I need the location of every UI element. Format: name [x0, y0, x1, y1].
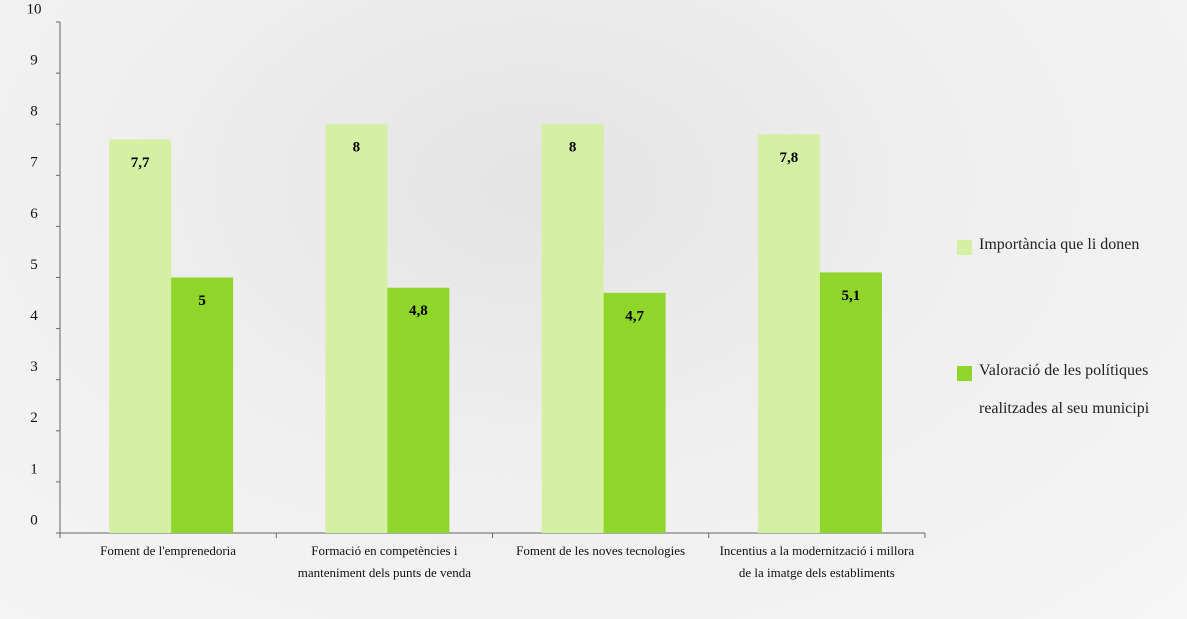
value-label: 8: [569, 140, 577, 156]
bar: [757, 134, 820, 534]
legend-swatch: [957, 240, 972, 255]
legend-label: Importància que li donen: [979, 236, 1140, 253]
bar: [819, 272, 882, 533]
bar: [541, 124, 604, 533]
legend-item: Importància que li donen: [957, 226, 1172, 264]
x-tick-label: Incentius a la modernització i millora d…: [719, 543, 915, 580]
value-label: 5: [198, 293, 206, 309]
value-label: 8: [353, 140, 361, 156]
legend-item: Valoració de les polítiques realitzades …: [957, 352, 1172, 428]
y-tick-label: 9: [30, 53, 38, 69]
y-tick-label: 2: [30, 410, 38, 426]
y-tick-label: 10: [27, 1, 42, 17]
value-label: 7,7: [131, 155, 150, 171]
y-tick-label: 3: [30, 359, 38, 375]
x-tick-label: Foment de les noves tecnologies: [516, 543, 686, 558]
y-tick-label: 7: [30, 155, 38, 171]
x-tick-label: Foment de l'emprenedoria: [100, 543, 237, 558]
x-tick-label: Formació en competències i manteniment d…: [297, 543, 472, 580]
value-label: 5,1: [842, 288, 861, 304]
y-tick-label: 8: [30, 104, 38, 120]
y-tick-label: 1: [30, 461, 38, 477]
legend-label: Valoració de les polítiques realitzades …: [979, 362, 1150, 417]
y-tick-label: 0: [30, 512, 38, 528]
y-tick-label: 5: [30, 257, 38, 273]
bar: [171, 277, 234, 533]
bar: [109, 139, 172, 533]
value-label: 7,8: [780, 150, 799, 166]
legend-swatch: [957, 366, 972, 381]
bar: [325, 124, 388, 533]
y-tick-label: 4: [30, 308, 38, 324]
value-label: 4,8: [409, 303, 428, 319]
bar: [603, 292, 666, 533]
bar: [387, 287, 450, 533]
y-tick-label: 6: [30, 206, 38, 222]
value-label: 4,7: [625, 308, 644, 324]
